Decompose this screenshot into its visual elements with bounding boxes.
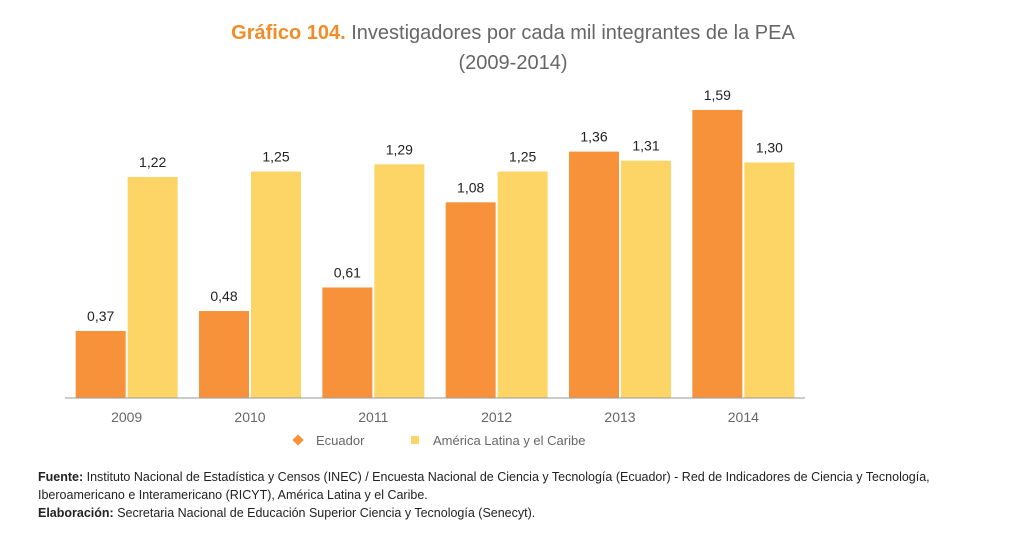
- value-label-america-latina-y-el-caribe-2012: 1,25: [509, 149, 536, 165]
- x-tick-labels: 2009 2010 2011 2012 2013 2014: [111, 409, 759, 425]
- source-label: Fuente:: [38, 470, 84, 484]
- bar-america-latina-y-el-caribe-2013: [621, 160, 671, 398]
- bar-ecuador-2009: [75, 330, 126, 398]
- bar-america-latina-y-el-caribe-2010: [251, 171, 301, 398]
- bar-america-latina-y-el-caribe-2012: [497, 171, 548, 398]
- elaboration-note: Elaboración: Secretaria Nacional de Educ…: [38, 504, 1018, 522]
- value-label-ecuador-2012: 1,08: [457, 179, 484, 195]
- chart-notes: Fuente: Instituto Nacional de Estadístic…: [38, 468, 1018, 522]
- x-tick-label-2011: 2011: [358, 409, 388, 425]
- value-label-america-latina-y-el-caribe-2010: 1,25: [262, 149, 289, 165]
- chart-subtitle: (2009-2014): [458, 52, 568, 74]
- value-label-ecuador-2009: 0,37: [87, 308, 114, 324]
- bar-ecuador-2013: [569, 151, 619, 398]
- bar-ecuador-2014: [692, 109, 743, 398]
- chart-title: Gráfico 104. Investigadores por cada mil…: [0, 18, 1026, 78]
- bar-america-latina-y-el-caribe-2011: [374, 164, 425, 398]
- chart-title-line: Gráfico 104. Investigadores por cada mil…: [0, 18, 1026, 48]
- x-tick-label-2009: 2009: [111, 409, 142, 425]
- legend: Ecuador América Latina y el Caribe: [292, 433, 585, 448]
- bar-ecuador-2011: [322, 287, 373, 398]
- x-tick-label-2010: 2010: [234, 409, 265, 425]
- bar-america-latina-y-el-caribe-2014: [744, 162, 795, 398]
- elaboration-label: Elaboración:: [38, 506, 114, 520]
- bar-america-latina-y-el-caribe-2009: [127, 176, 178, 398]
- x-tick-label-2014: 2014: [728, 409, 759, 425]
- legend-label-america-latina-y-el-caribe: América Latina y el Caribe: [433, 433, 585, 448]
- source-note: Fuente: Instituto Nacional de Estadístic…: [38, 468, 1018, 504]
- source-text: Instituto Nacional de Estadística y Cens…: [38, 470, 930, 502]
- value-label-ecuador-2011: 0,61: [334, 264, 361, 280]
- value-label-ecuador-2010: 0,48: [210, 288, 237, 304]
- value-label-america-latina-y-el-caribe-2013: 1,31: [632, 138, 659, 154]
- legend-label-ecuador: Ecuador: [316, 433, 365, 448]
- value-label-america-latina-y-el-caribe-2011: 1,29: [386, 141, 413, 157]
- chart-number-label: Gráfico 104.: [231, 22, 346, 44]
- value-label-america-latina-y-el-caribe-2014: 1,30: [756, 139, 783, 155]
- value-label-ecuador-2013: 1,36: [580, 129, 607, 145]
- legend-marker-square-icon: [411, 436, 419, 444]
- elaboration-text: Secretaria Nacional de Educación Superio…: [113, 506, 536, 520]
- bar-ecuador-2010: [199, 311, 249, 398]
- value-label-ecuador-2014: 1,59: [704, 87, 731, 103]
- x-tick-label-2012: 2012: [481, 409, 512, 425]
- value-label-america-latina-y-el-caribe-2009: 1,22: [139, 154, 166, 170]
- x-tick-label-2013: 2013: [604, 409, 635, 425]
- bar-ecuador-2012: [445, 202, 496, 398]
- chart-title-text: Investigadores por cada mil integrantes …: [351, 22, 795, 44]
- legend-marker-diamond-icon: [292, 434, 304, 446]
- bars-layer: [75, 109, 795, 398]
- value-labels-layer: 0,37 1,22 0,48 1,25 0,61 1,29 1,08 1,25 1,36 1,31…: [87, 87, 783, 324]
